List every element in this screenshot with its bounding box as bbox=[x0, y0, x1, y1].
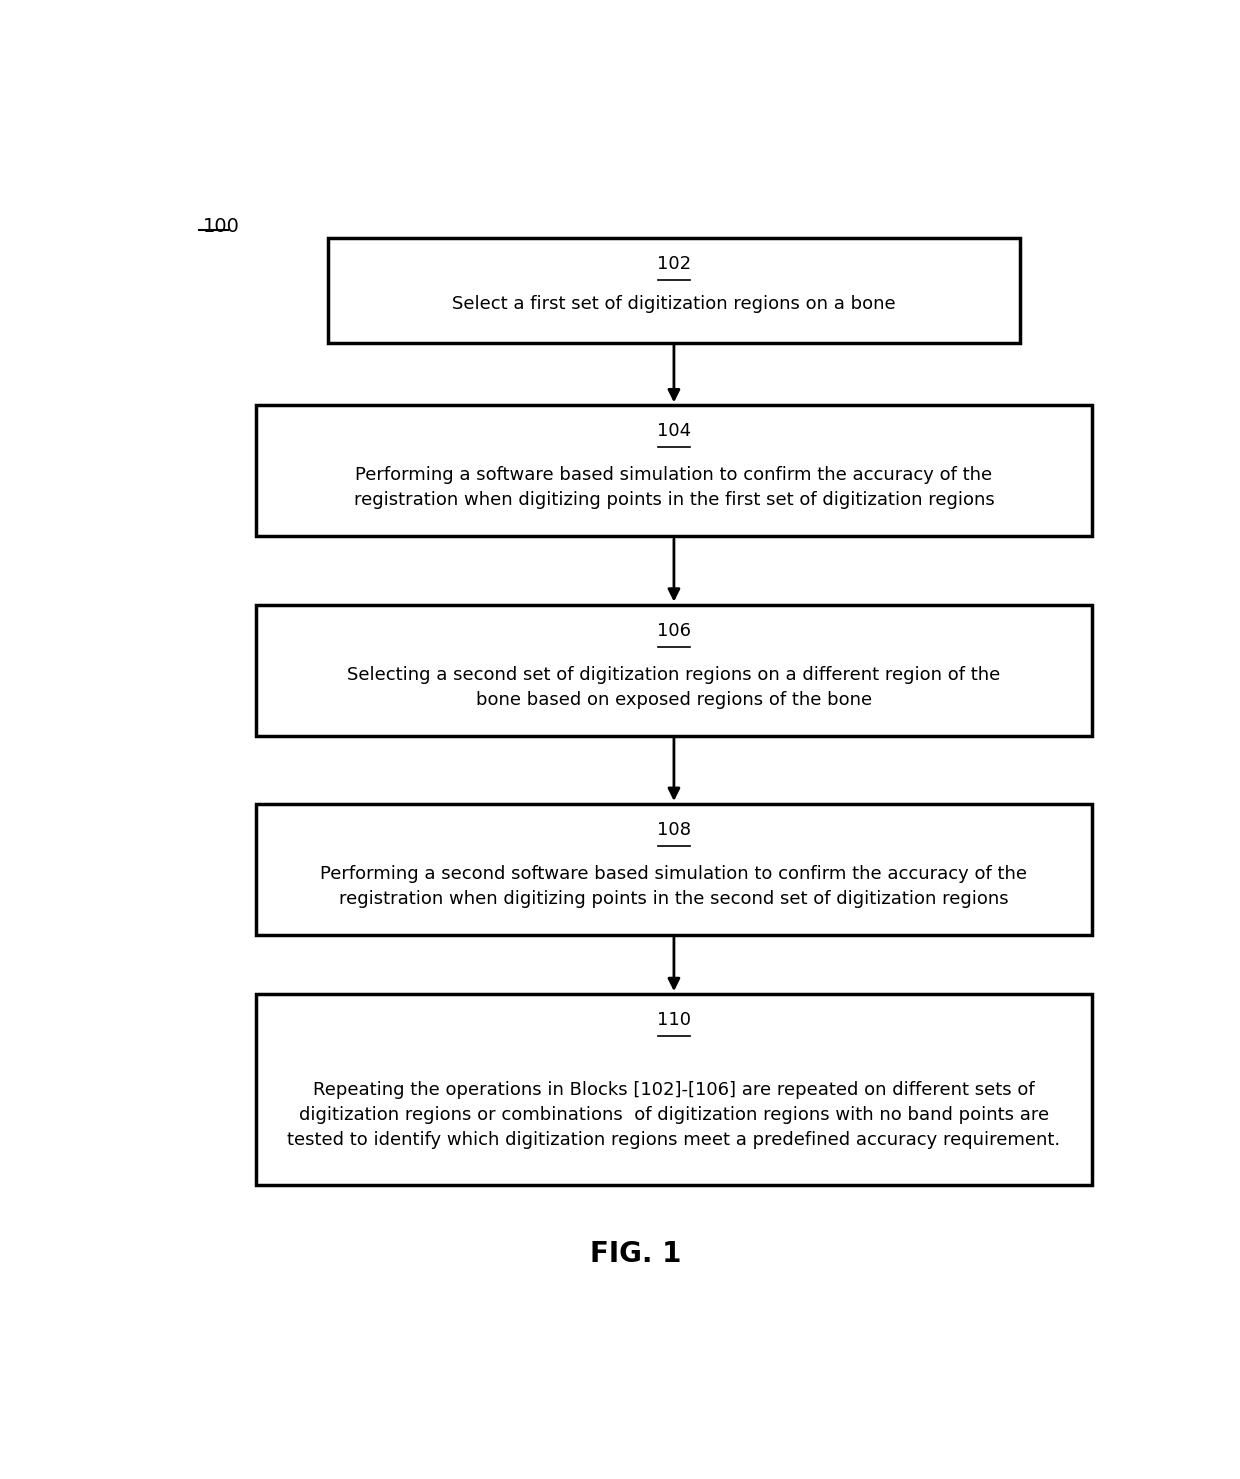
Text: Performing a second software based simulation to confirm the accuracy of the
reg: Performing a second software based simul… bbox=[320, 865, 1028, 908]
Text: 106: 106 bbox=[657, 621, 691, 639]
Text: 110: 110 bbox=[657, 1012, 691, 1029]
FancyBboxPatch shape bbox=[255, 405, 1092, 537]
Text: 100: 100 bbox=[203, 217, 239, 237]
FancyBboxPatch shape bbox=[255, 994, 1092, 1185]
Text: 104: 104 bbox=[657, 423, 691, 441]
Text: Repeating the operations in Blocks [102]-[106] are repeated on different sets of: Repeating the operations in Blocks [102]… bbox=[288, 1081, 1060, 1149]
FancyBboxPatch shape bbox=[255, 805, 1092, 935]
FancyBboxPatch shape bbox=[255, 605, 1092, 735]
Text: Performing a software based simulation to confirm the accuracy of the
registrati: Performing a software based simulation t… bbox=[353, 466, 994, 509]
Text: Select a first set of digitization regions on a bone: Select a first set of digitization regio… bbox=[453, 294, 895, 314]
Text: 102: 102 bbox=[657, 254, 691, 274]
Text: Selecting a second set of digitization regions on a different region of the
bone: Selecting a second set of digitization r… bbox=[347, 666, 1001, 708]
Text: FIG. 1: FIG. 1 bbox=[590, 1239, 681, 1268]
Text: 108: 108 bbox=[657, 821, 691, 839]
FancyBboxPatch shape bbox=[327, 238, 1019, 343]
